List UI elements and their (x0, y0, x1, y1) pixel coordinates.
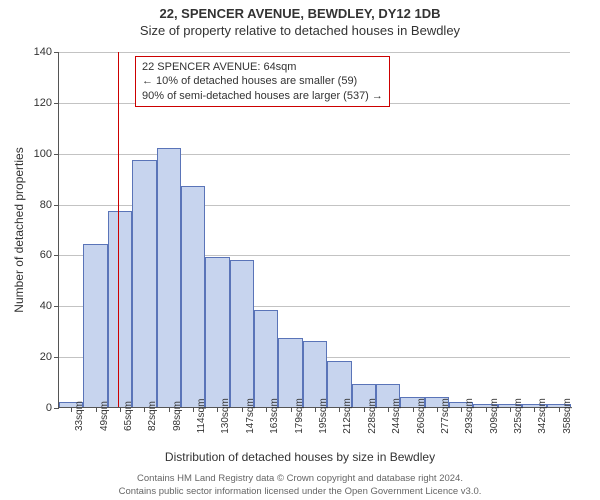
x-tick-mark (193, 407, 194, 412)
x-tick-label: 65sqm (123, 401, 134, 431)
y-tick-label: 20 (40, 351, 52, 363)
histogram-chart: 22, SPENCER AVENUE, BEWDLEY, DY12 1DB Si… (0, 0, 600, 500)
x-tick-mark (486, 407, 487, 412)
y-tick-mark (54, 52, 59, 53)
x-tick-label: 195sqm (318, 398, 329, 434)
histogram-bar (83, 244, 107, 407)
y-tick-label: 120 (34, 97, 52, 109)
x-tick-label: 342sqm (537, 398, 548, 434)
x-tick-label: 293sqm (464, 398, 475, 434)
x-tick-label: 277sqm (440, 398, 451, 434)
x-tick-label: 228sqm (367, 398, 378, 434)
info-box-line: 90% of semi-detached houses are larger (… (142, 89, 383, 103)
x-tick-mark (266, 407, 267, 412)
x-tick-label: 82sqm (147, 401, 158, 431)
info-box-line: 22 SPENCER AVENUE: 64sqm (142, 60, 383, 74)
x-tick-mark (437, 407, 438, 412)
y-tick-mark (54, 255, 59, 256)
y-tick-label: 40 (40, 300, 52, 312)
x-tick-label: 325sqm (513, 398, 524, 434)
x-tick-label: 179sqm (294, 398, 305, 434)
x-tick-label: 147sqm (245, 398, 256, 434)
x-tick-mark (71, 407, 72, 412)
info-box-line: ← 10% of detached houses are smaller (59… (142, 74, 383, 88)
x-tick-label: 33sqm (74, 401, 85, 431)
x-tick-label: 212sqm (342, 398, 353, 434)
x-axis-label: Distribution of detached houses by size … (0, 450, 600, 464)
x-tick-mark (291, 407, 292, 412)
histogram-bar (181, 186, 205, 407)
x-tick-label: 114sqm (196, 399, 207, 434)
x-tick-label: 260sqm (416, 398, 427, 434)
x-tick-mark (169, 407, 170, 412)
y-tick-mark (54, 103, 59, 104)
y-tick-mark (54, 154, 59, 155)
footer-attribution: Contains HM Land Registry data © Crown c… (0, 473, 600, 498)
x-tick-label: 358sqm (562, 398, 573, 434)
y-tick-mark (54, 205, 59, 206)
x-tick-mark (388, 407, 389, 412)
x-tick-label: 130sqm (220, 398, 231, 434)
histogram-bar (230, 260, 254, 407)
y-axis-label: Number of detached properties (12, 147, 26, 312)
histogram-bar (132, 160, 156, 407)
x-tick-mark (217, 407, 218, 412)
x-tick-mark (559, 407, 560, 412)
plot-area: 22 SPENCER AVENUE: 64sqm← 10% of detache… (58, 52, 570, 408)
y-tick-label: 140 (34, 46, 52, 58)
histogram-bar (278, 338, 302, 407)
x-tick-label: 244sqm (391, 398, 402, 434)
x-tick-mark (144, 407, 145, 412)
x-tick-mark (96, 407, 97, 412)
x-tick-mark (315, 407, 316, 412)
x-tick-mark (510, 407, 511, 412)
x-tick-mark (364, 407, 365, 412)
y-tick-label: 100 (34, 148, 52, 160)
x-tick-mark (120, 407, 121, 412)
y-tick-mark (54, 408, 59, 409)
histogram-bar (108, 211, 132, 407)
x-tick-label: 309sqm (489, 398, 500, 434)
chart-title-sub: Size of property relative to detached ho… (0, 21, 600, 38)
x-tick-label: 98sqm (172, 401, 183, 431)
x-tick-label: 163sqm (269, 398, 280, 434)
chart-title-main: 22, SPENCER AVENUE, BEWDLEY, DY12 1DB (0, 0, 600, 21)
y-tick-label: 0 (46, 402, 52, 414)
y-tick-label: 60 (40, 249, 52, 261)
histogram-bar (205, 257, 229, 407)
footer-line-1: Contains HM Land Registry data © Crown c… (0, 473, 600, 485)
y-tick-mark (54, 306, 59, 307)
x-tick-mark (242, 407, 243, 412)
histogram-bar (157, 148, 181, 407)
y-tick-mark (54, 357, 59, 358)
x-tick-label: 49sqm (99, 401, 110, 431)
x-tick-mark (413, 407, 414, 412)
reference-line (118, 52, 120, 407)
x-tick-mark (339, 407, 340, 412)
histogram-bar (254, 310, 278, 407)
histogram-bar (303, 341, 327, 407)
x-tick-mark (461, 407, 462, 412)
info-box: 22 SPENCER AVENUE: 64sqm← 10% of detache… (135, 56, 390, 107)
y-tick-label: 80 (40, 199, 52, 211)
footer-line-2: Contains public sector information licen… (0, 486, 600, 498)
x-tick-mark (534, 407, 535, 412)
